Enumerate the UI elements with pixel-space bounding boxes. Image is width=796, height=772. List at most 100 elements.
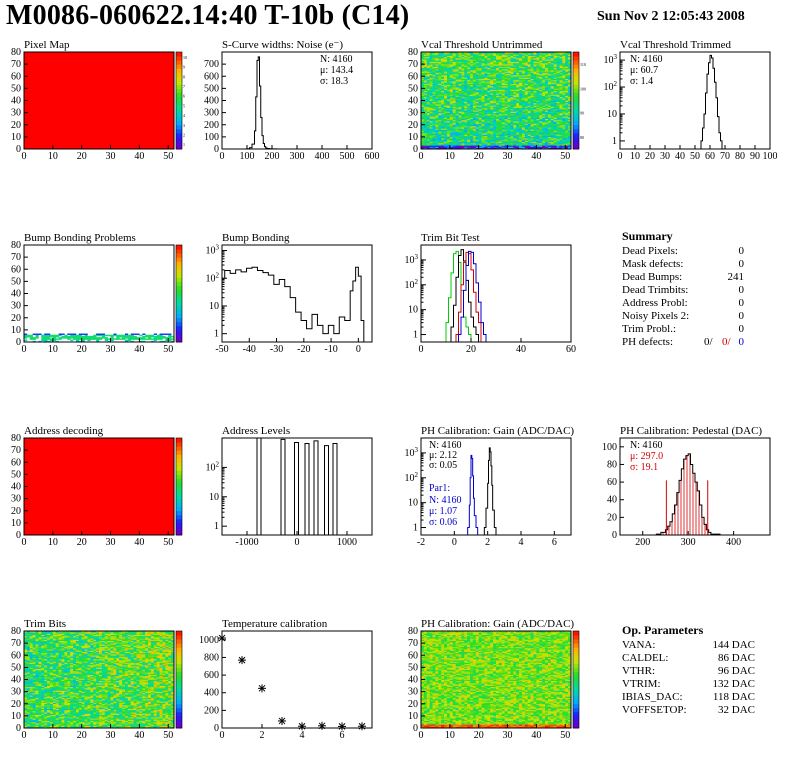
vcal-untrimmed-cell: [487, 118, 491, 121]
vcal-untrimmed-cell: [545, 142, 549, 145]
vcal-untrimmed-cell: [516, 70, 520, 72]
vcal-untrimmed-cell: [516, 146, 520, 149]
vcal-untrimmed-cell: [461, 141, 465, 144]
vcal-untrimmed-cell: [475, 121, 479, 123]
vcal-untrimmed-cell: [501, 146, 505, 149]
vcal-untrimmed-cell: [446, 133, 451, 135]
vcal-untrimmed-cell: [556, 99, 560, 101]
vcal-untrimmed-cell: [429, 58, 433, 60]
vcal-untrimmed-cell: [481, 78, 485, 81]
vcal-untrimmed-cell: [429, 82, 433, 84]
address-decoding-fill: [24, 438, 174, 535]
vcal-untrimmed-cell: [521, 106, 526, 109]
vcal-untrimmed-cell: [524, 94, 529, 96]
vcal-untrimmed-cell: [452, 64, 456, 66]
vcal-untrimmed-cell: [519, 135, 523, 138]
vcal-untrimmed-cell: [426, 83, 430, 86]
vcal-untrimmed-cell: [498, 106, 503, 109]
vcal-untrimmed-cell: [568, 127, 572, 129]
bump-problems-cell: [58, 338, 62, 340]
vcal-untrimmed-cell: [501, 134, 505, 136]
vcal-untrimmed-cell: [493, 141, 497, 144]
vcal-untrimmed-cell: [429, 78, 433, 81]
vcal-untrimmed-cell: [475, 62, 479, 65]
vcal-untrimmed-cell: [501, 112, 505, 115]
vcal-untrimmed-cell: [435, 64, 439, 66]
vcal-untrimmed-cell: [478, 52, 482, 54]
vcal-untrimmed-cell: [556, 95, 560, 98]
trim-bit-series-blue: [458, 250, 487, 342]
vcal-untrimmed-cell: [559, 55, 563, 58]
vcal-untrimmed-cell: [438, 84, 442, 87]
vcal-untrimmed-cell: [435, 56, 439, 59]
vcal-untrimmed-cell: [487, 93, 491, 95]
vcal-untrimmed-cell: [446, 134, 451, 136]
vcal-untrimmed-cell: [461, 54, 465, 56]
vcal-untrimmed-cell: [545, 121, 549, 123]
vcal-untrimmed-cell: [493, 60, 497, 62]
vcal-untrimmed-cell: [539, 68, 543, 71]
vcal-untrimmed-cell: [487, 81, 491, 83]
vcal-untrimmed-cell: [527, 100, 531, 103]
address-level-peak: [304, 442, 310, 535]
vcal-untrimmed-cell: [487, 84, 491, 87]
vcal-untrimmed-cell: [438, 64, 442, 66]
vcal-untrimmed-cell: [429, 70, 433, 72]
vcal-untrimmed-cell: [533, 145, 537, 147]
vcal-untrimmed-cell: [441, 83, 445, 86]
vcal-untrimmed-cell: [565, 144, 569, 146]
vcal-untrimmed-cell: [478, 138, 482, 140]
vcal-untrimmed-cell: [519, 134, 523, 136]
vcal-untrimmed-cell: [472, 138, 477, 140]
vcal-untrimmed-cell: [444, 112, 448, 115]
vcal-untrimmed-cell: [423, 130, 428, 133]
vcal-untrimmed-cell: [441, 53, 445, 55]
vcal-untrimmed-cell: [455, 87, 459, 89]
vcal-untrimmed-cell: [524, 119, 529, 122]
vcal-untrimmed-cell: [487, 83, 491, 86]
vcal-untrimmed-cell: [536, 93, 540, 95]
vcal-untrimmed-cell: [498, 83, 503, 86]
vcal-untrimmed-cell: [475, 112, 479, 115]
vcal-untrimmed-cell: [510, 93, 514, 95]
palette-swatch: [176, 474, 182, 479]
vcal-untrimmed-cell: [481, 101, 485, 104]
bump-problems-cell: [139, 334, 143, 337]
vcal-untrimmed-cell: [475, 117, 479, 119]
vcal-untrimmed-cell: [464, 101, 468, 104]
vcal-untrimmed-cell: [510, 72, 514, 75]
vcal-untrimmed-cell: [432, 84, 436, 87]
vcal-untrimmed-cell: [452, 58, 456, 60]
vcal-untrimmed-cell: [565, 87, 569, 89]
vcal-untrimmed-cell: [513, 112, 517, 115]
vcal-untrimmed-cell: [556, 101, 560, 104]
vcal-untrimmed-cell: [444, 61, 448, 64]
vcal-untrimmed-cell: [513, 79, 517, 82]
vcal-untrimmed-cell: [475, 122, 479, 124]
vcal-untrimmed-cell: [481, 71, 485, 73]
palette-swatch: [176, 482, 182, 487]
vcal-untrimmed-cell: [496, 105, 500, 107]
vcal-untrimmed-cell: [461, 138, 465, 140]
vcal-untrimmed-cell: [472, 104, 477, 106]
vcal-untrimmed-cell: [516, 129, 520, 132]
vcal-untrimmed-cell: [467, 102, 471, 105]
vcal-untrimmed-cell: [429, 95, 433, 98]
vcal-untrimmed-cell: [524, 77, 529, 79]
vcal-untrimmed-cell: [464, 135, 468, 138]
bump-problems-cell: [47, 335, 51, 338]
vcal-untrimmed-cell: [484, 67, 488, 70]
vcal-untrimmed-cell: [536, 75, 540, 77]
vcal-untrimmed-cell: [429, 52, 433, 54]
vcal-untrimmed-cell: [490, 67, 494, 70]
vcal-untrimmed-cell: [426, 133, 430, 135]
vcal-untrimmed-cell: [553, 61, 557, 64]
vcal-untrimmed-cell: [461, 101, 465, 104]
vcal-untrimmed-cell: [429, 117, 433, 119]
vcal-untrimmed-cell: [559, 99, 563, 101]
vcal-untrimmed-cell: [464, 79, 468, 82]
vcal-untrimmed-cell: [481, 77, 485, 79]
vcal-untrimmed-cell: [449, 99, 454, 101]
vcal-untrimmed-cell: [547, 100, 552, 103]
vcal-untrimmed-cell: [496, 146, 500, 149]
